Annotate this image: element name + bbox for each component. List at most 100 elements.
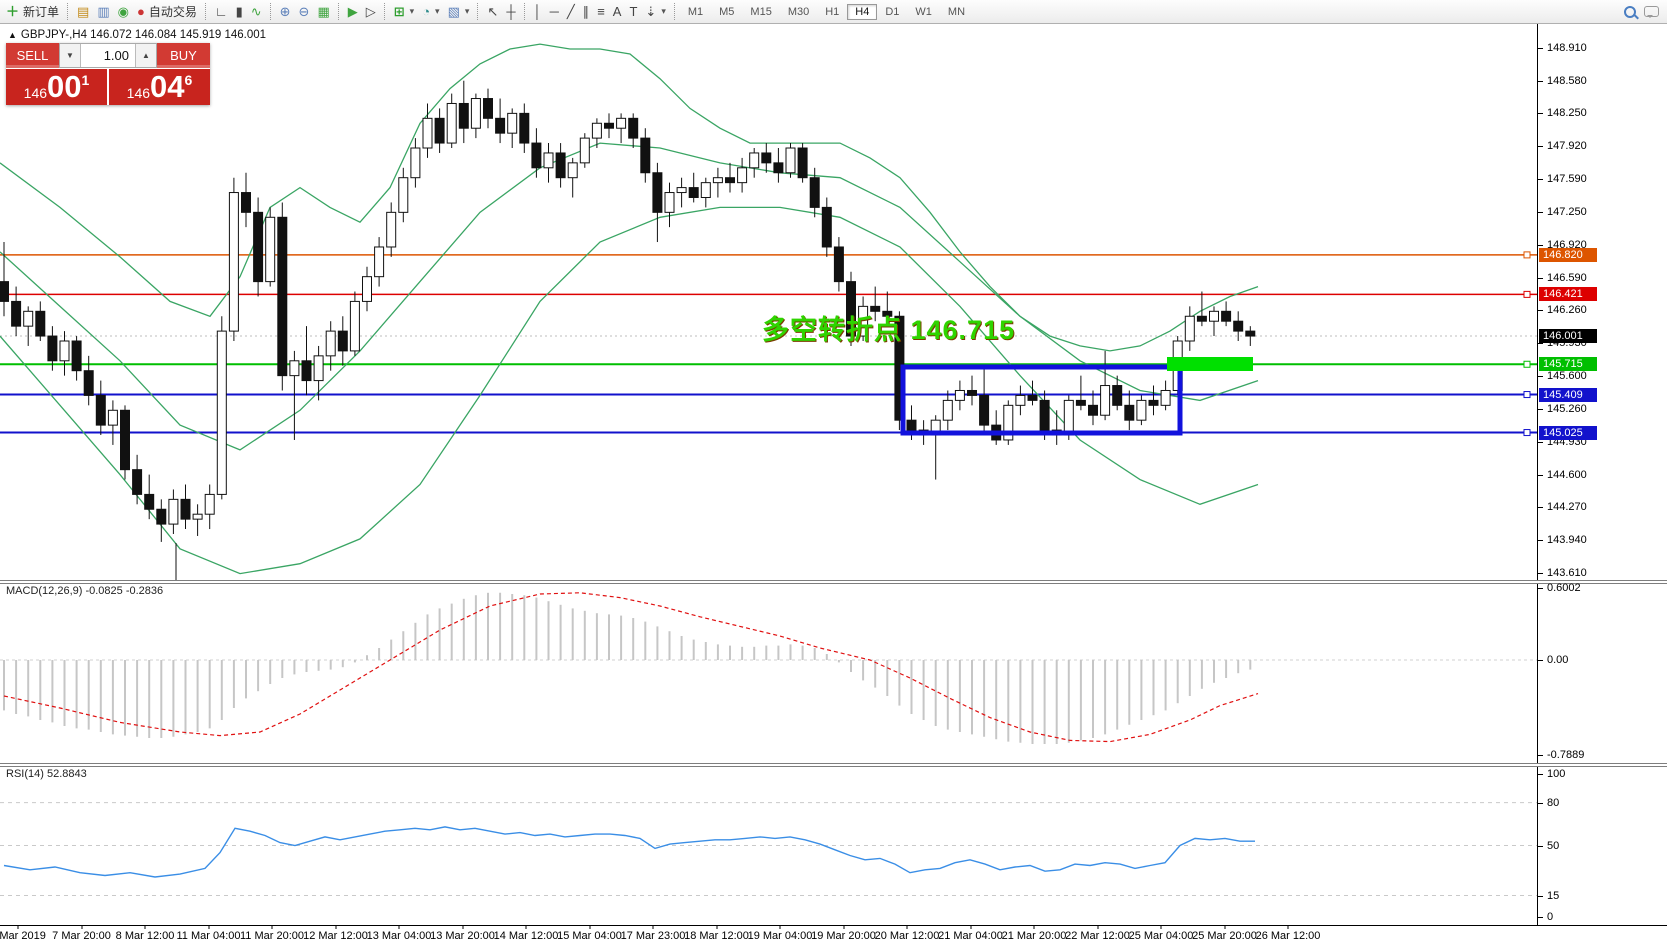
cursor-button[interactable]: ↖: [483, 1, 502, 22]
pane-separator-macd[interactable]: [0, 580, 1667, 584]
time-tick: [652, 925, 654, 929]
volume-up-button[interactable]: ▲: [136, 44, 156, 67]
tf-m30-button[interactable]: M30: [780, 4, 817, 20]
price-tick: 148.910: [1538, 42, 1667, 55]
chart-canvas[interactable]: [0, 24, 1537, 925]
time-label: 25 Mar 04:00: [1128, 930, 1194, 942]
price-tag-145.715: 145.715: [1539, 357, 1597, 372]
volume-field[interactable]: 1.00: [80, 44, 136, 67]
turning-point-annotation[interactable]: 多空转折点 146.715: [762, 315, 1016, 345]
line-handle[interactable]: [1523, 290, 1531, 298]
horizontal-line-button[interactable]: ─: [546, 1, 563, 22]
candle-body: [1015, 394, 1026, 406]
time-label: 11 Mar 04:00: [176, 930, 241, 942]
candle-body: [470, 98, 481, 129]
chart-shift-button[interactable]: ▷: [362, 1, 380, 22]
toolbar-separator: [67, 3, 69, 20]
tf-h4-button[interactable]: H4: [847, 3, 878, 20]
tile-windows-button[interactable]: ▦: [313, 1, 333, 22]
rsi-tick: 0: [1538, 911, 1667, 924]
candle-body: [700, 182, 711, 198]
level-highlight-bar[interactable]: [1167, 357, 1253, 371]
line-handle[interactable]: [1523, 391, 1531, 399]
toolbar-separator: [523, 3, 526, 20]
buy-price-display[interactable]: 146 04 6: [109, 69, 210, 105]
chart-shift-icon: ▷: [365, 4, 376, 19]
line-handle[interactable]: [1523, 429, 1531, 437]
candle-body: [1100, 385, 1111, 416]
search-button[interactable]: [1620, 1, 1640, 22]
time-tick: [1033, 925, 1035, 929]
autotrading-label: 自动交易: [148, 5, 197, 19]
chat-button[interactable]: [1640, 1, 1665, 22]
search-icon: [1624, 5, 1636, 18]
trendline-button[interactable]: ╱: [563, 1, 579, 22]
candlestick-icon: ▮: [235, 4, 243, 19]
fibonacci-button[interactable]: ≡: [593, 1, 609, 22]
collapse-triangle-icon[interactable]: ▲: [8, 30, 17, 40]
candle-body: [277, 216, 288, 377]
line-handle[interactable]: [1523, 251, 1531, 259]
template-icon: ▧: [447, 4, 460, 19]
tf-h1-button[interactable]: H1: [817, 4, 847, 20]
line-handle[interactable]: [1523, 360, 1531, 368]
candle-body: [1039, 399, 1050, 431]
new-order-button[interactable]: ＋ 新订单: [2, 1, 63, 22]
candle-body: [1148, 399, 1159, 406]
sell-price-big: 00: [47, 69, 82, 104]
text-button[interactable]: A: [609, 1, 626, 22]
crosshair-button[interactable]: ┼: [502, 1, 519, 22]
auto-scroll-button[interactable]: ▶: [344, 1, 362, 22]
tf-m1-button[interactable]: M1: [680, 4, 711, 20]
candle-body: [1160, 389, 1171, 406]
price-tick: 143.940: [1538, 534, 1667, 547]
time-tick: [1224, 925, 1225, 929]
candle-body: [1221, 310, 1232, 322]
consolidation-box[interactable]: [900, 364, 1183, 436]
time-label: 12 Mar 12:00: [303, 930, 368, 942]
line-chart-button[interactable]: ∿: [247, 1, 266, 22]
volume-down-button[interactable]: ▼: [60, 44, 80, 67]
price-tick: 148.580: [1538, 75, 1667, 88]
rsi-tick: 15: [1538, 890, 1667, 903]
data-window-button[interactable]: ▥: [93, 1, 113, 22]
candle-body: [325, 330, 336, 357]
candle-body: [47, 335, 58, 362]
tf-mn-button[interactable]: MN: [940, 4, 973, 20]
channel-button[interactable]: ∥: [579, 1, 594, 22]
new-order-label: 新订单: [23, 5, 60, 19]
candle-body: [1063, 399, 1074, 436]
tf-m5-button[interactable]: M5: [711, 4, 742, 20]
zoom-out-button[interactable]: ⊖: [295, 1, 314, 22]
chat-icon: [1644, 6, 1659, 18]
sell-button[interactable]: SELL: [6, 43, 59, 68]
candle-body: [0, 281, 9, 302]
chart-area[interactable]: ▲ GBPJPY-,H4 146.072 146.084 145.919 146.…: [0, 24, 1667, 945]
candlestick-button[interactable]: ▮: [232, 1, 247, 22]
autotrading-button[interactable]: ● 自动交易: [133, 1, 201, 22]
signals-button[interactable]: ◉: [114, 1, 133, 22]
text-label-button[interactable]: T: [625, 1, 641, 22]
candle-body: [1196, 315, 1207, 322]
tf-w1-button[interactable]: W1: [907, 4, 940, 20]
templates-button[interactable]: ▧ ▾: [444, 1, 474, 22]
buy-button[interactable]: BUY: [157, 43, 210, 68]
current-price-tag: 146.001: [1539, 328, 1597, 343]
bar-chart-button[interactable]: ∟: [211, 1, 232, 22]
pane-separator-rsi[interactable]: [0, 763, 1667, 767]
price-axis[interactable]: 148.910 148.580 148.250 147.920 147.590 147.2…: [1538, 24, 1667, 925]
candle-body: [446, 102, 457, 144]
chevron-down-icon: ▾: [661, 6, 666, 16]
symbol-info-bar[interactable]: ▲ GBPJPY-,H4 146.072 146.084 145.919 146.…: [8, 29, 266, 41]
periods-button[interactable]: ◔ ▾: [418, 1, 443, 22]
tf-d1-button[interactable]: D1: [877, 4, 907, 20]
price-tick: 146.260: [1538, 304, 1667, 317]
tf-m15-button[interactable]: M15: [742, 4, 779, 20]
market-watch-button[interactable]: ▤: [73, 1, 93, 22]
shapes-button[interactable]: ⇣ ▾: [641, 1, 669, 22]
indicators-button[interactable]: ⊞ ▾: [390, 1, 418, 22]
vertical-line-button[interactable]: │: [530, 1, 546, 22]
zoom-in-button[interactable]: ⊕: [276, 1, 295, 22]
sell-price-display[interactable]: 146 00 1: [6, 69, 107, 105]
